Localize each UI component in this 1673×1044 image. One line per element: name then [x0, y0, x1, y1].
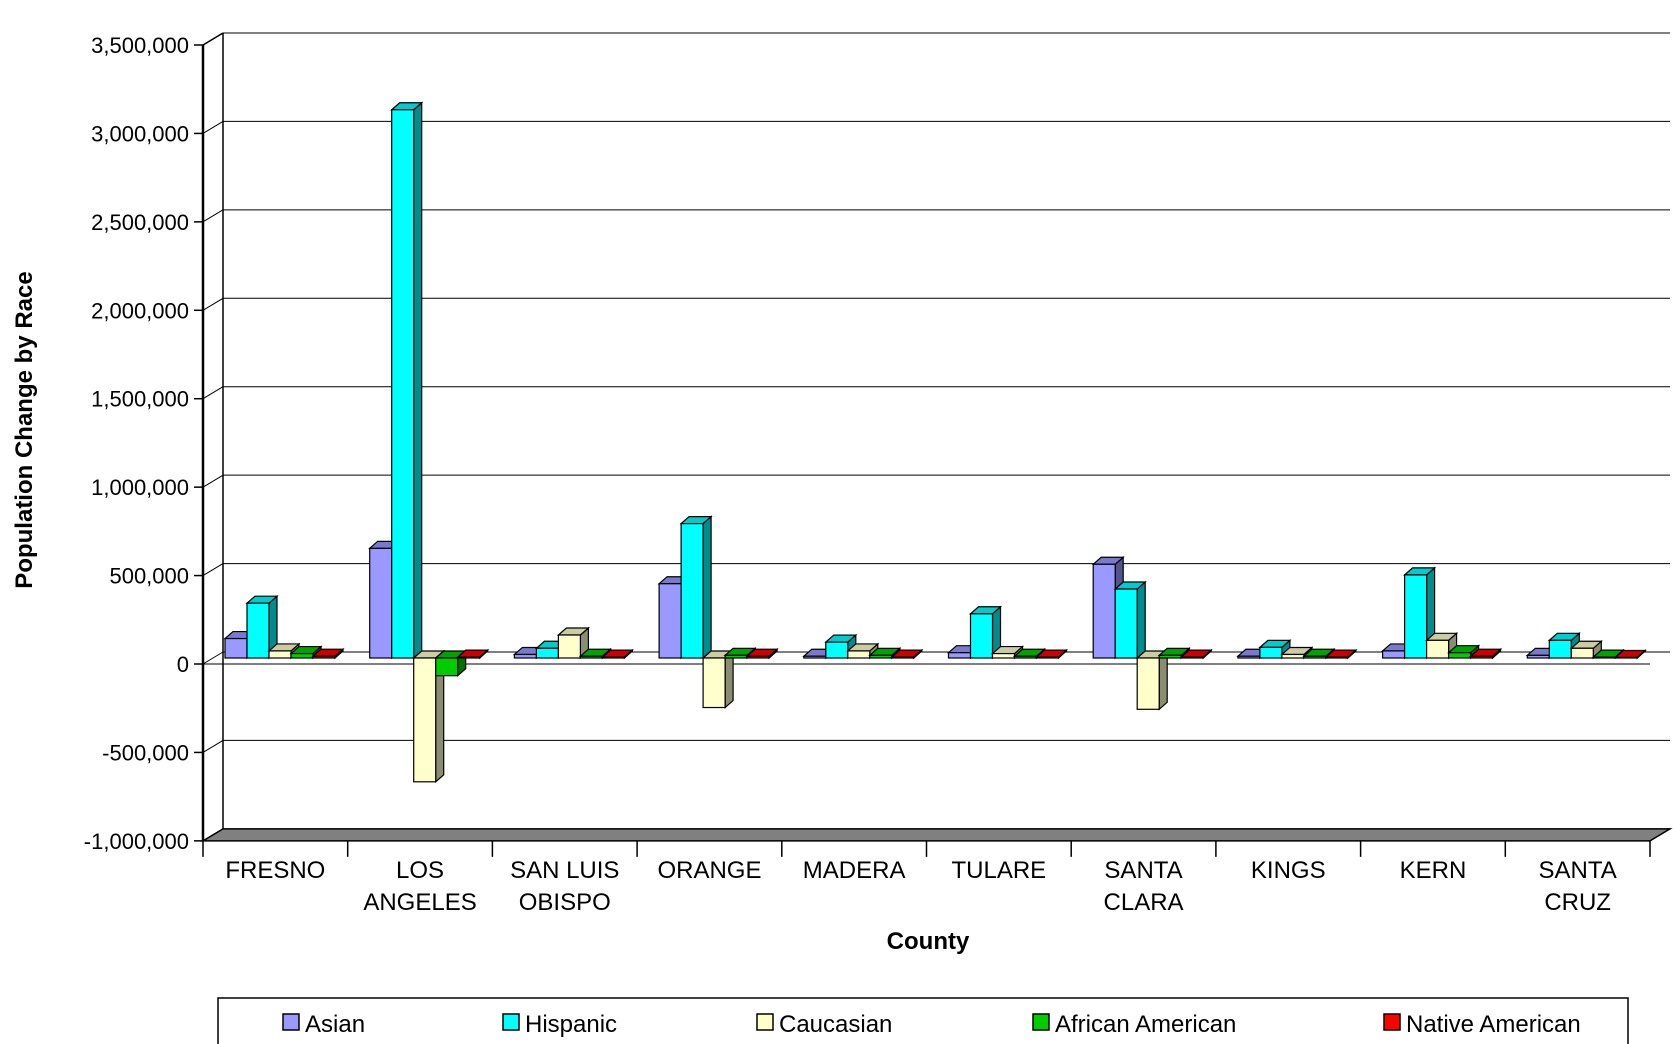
- legend-swatch: [282, 1013, 300, 1031]
- legend-swatch: [502, 1013, 520, 1031]
- x-category-label: SANTA: [1104, 857, 1182, 884]
- y-tick-label: 3,500,000: [91, 33, 189, 58]
- legend-swatch: [1383, 1013, 1401, 1031]
- y-tick-label: 1,000,000: [91, 475, 189, 500]
- bar: [412, 649, 446, 784]
- bar: [456, 648, 490, 660]
- legend-item: Asian: [282, 1011, 365, 1038]
- gridline-diagonal: [202, 563, 224, 577]
- x-category-label: KINGS: [1251, 857, 1326, 884]
- gridline-diagonal: [202, 209, 224, 223]
- x-category-labels: FRESNO LOS ANGELES SAN LUIS OBISPO ORANGE MADE…: [225, 857, 1616, 916]
- y-tick-label: 500,000: [109, 564, 189, 589]
- bar: [600, 648, 634, 660]
- x-category-label: TULARE: [952, 857, 1047, 884]
- bar: [1425, 631, 1459, 660]
- bar: [1403, 566, 1437, 660]
- x-category-label: FRESNO: [225, 857, 325, 884]
- y-tick-label: -1,000,000: [84, 829, 189, 854]
- gridline-diagonal: [202, 297, 224, 311]
- x-category-label: MADERA: [803, 857, 906, 884]
- bar: [1324, 648, 1358, 660]
- bar: [1113, 580, 1147, 660]
- bar: [701, 649, 735, 709]
- legend-swatch: [1032, 1013, 1050, 1031]
- bar: [1469, 647, 1503, 660]
- legend-label: Native American: [1406, 1011, 1581, 1038]
- x-category-label: ANGELES: [363, 889, 476, 916]
- gridline-diagonal: [202, 651, 224, 665]
- x-category-label: SANTA: [1539, 857, 1617, 884]
- x-axis-title: County: [887, 928, 970, 955]
- axes: [200, 32, 1673, 857]
- bar: [745, 647, 779, 660]
- bar: [245, 594, 279, 660]
- x-category-label: CLARA: [1104, 889, 1184, 916]
- legend-label: Asian: [305, 1011, 365, 1038]
- legend-label: Hispanic: [525, 1011, 617, 1038]
- gridline-diagonal: [202, 386, 224, 400]
- x-category-label: CRUZ: [1544, 889, 1611, 916]
- legend: Asian Hispanic Caucasian African American Na…: [217, 997, 1629, 1044]
- bar: [1613, 649, 1647, 660]
- legend-item: Hispanic: [502, 1011, 617, 1038]
- bar: [1135, 649, 1169, 711]
- y-tick-label: 3,000,000: [91, 121, 189, 146]
- x-category-label: SAN LUIS: [510, 857, 619, 884]
- gridline-diagonal: [202, 474, 224, 488]
- y-tick-labels: -1,000,000 -500,000 0 500,000 1,000,000 1,500…: [84, 33, 203, 854]
- y-tick-label: -500,000: [102, 740, 189, 765]
- x-category-label: ORANGE: [657, 857, 761, 884]
- chart-floor: [200, 828, 1673, 842]
- x-category-label: LOS: [396, 857, 444, 884]
- bar: [890, 648, 924, 660]
- y-tick-label: 2,000,000: [91, 298, 189, 323]
- legend-item: African American: [1032, 1011, 1236, 1038]
- bars: [223, 101, 1647, 784]
- gridlines: [202, 32, 1670, 842]
- side-wall-top: [202, 32, 224, 46]
- y-axis-title: Population Change by Race: [11, 271, 38, 588]
- bar: [311, 647, 345, 660]
- legend-item: Native American: [1383, 1011, 1581, 1038]
- x-category-label: OBISPO: [519, 889, 611, 916]
- legend-item: Caucasian: [756, 1011, 892, 1038]
- y-tick-label: 1,500,000: [91, 387, 189, 412]
- bar: [1569, 639, 1603, 660]
- y-tick-label: 2,500,000: [91, 210, 189, 235]
- bar: [1179, 648, 1213, 660]
- x-category-label: KERN: [1400, 857, 1467, 884]
- legend-label: Caucasian: [779, 1011, 892, 1038]
- gridline-diagonal: [202, 739, 224, 753]
- legend-swatch: [756, 1013, 774, 1031]
- bar: [390, 101, 424, 660]
- bar: [1034, 648, 1069, 660]
- gridline-diagonal: [202, 120, 224, 134]
- y-tick-label: 0: [177, 652, 189, 677]
- legend-label: African American: [1055, 1011, 1236, 1038]
- bar: [679, 515, 713, 660]
- bar: [968, 605, 1003, 660]
